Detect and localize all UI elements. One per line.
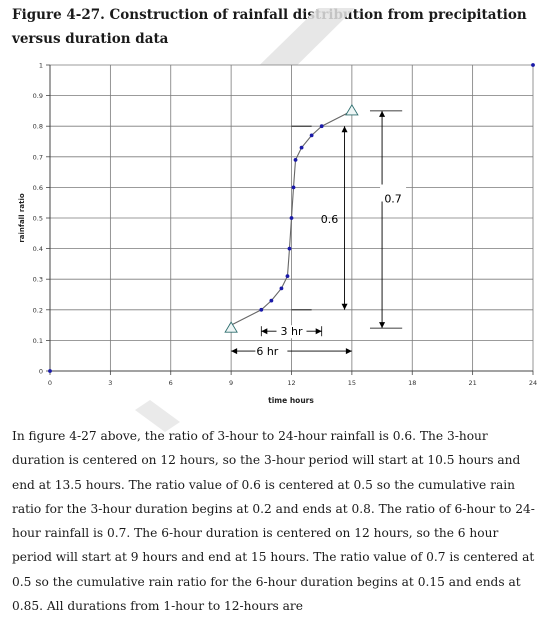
data-point [287,246,292,251]
ratio-06-arrow-down [341,303,348,310]
ratio-07-label: 0.7 [384,193,402,206]
rainfall-chart: 0 0.1 0.2 0.3 0.4 0.5 0.6 0.7 0.8 0.9 1 0 3 6 9 12 15 18 2… [18,62,537,406]
x-tick-label: 3 [108,379,112,387]
duration-6hr-arrow-right [345,348,352,355]
y-tick-label: 0.6 [33,184,43,192]
duration-3hr-label: 3 hr [281,325,303,338]
data-point [269,298,274,303]
data-point [319,124,324,129]
data-point [293,157,298,162]
x-tick-label: 0 [48,379,52,387]
data-point [309,133,314,138]
x-tick-label: 9 [229,379,233,387]
y-axis-label: rainfall ratio [18,193,26,242]
y-tick-label: 0.9 [33,92,43,100]
triangle-marker [224,321,238,333]
ratio-06-label: 0.6 [321,213,339,226]
y-tick-label: 0.7 [33,153,43,161]
ratio-07-arrow-down [379,322,386,329]
x-tick-label: 12 [287,379,295,387]
y-tick-label: 0.8 [33,123,43,131]
y-tick-label: 0 [39,368,43,376]
x-tick-label: 6 [169,379,173,387]
figure-title: Figure 4-27. Construction of rainfall di… [12,7,527,47]
duration-3hr-arrow-left [261,328,268,335]
duration-3hr-arrow-right [315,328,322,335]
data-point [531,63,535,67]
duration-6hr-label: 6 hr [256,345,278,358]
axes: 0 0.1 0.2 0.3 0.4 0.5 0.6 0.7 0.8 0.9 1 0 3 6 9 12 15 18 2… [33,62,537,388]
ratio-06-arrow-up [341,126,348,133]
data-point [259,307,264,312]
y-tick-label: 0.4 [33,245,43,253]
duration-6hr-arrow-left [231,348,238,355]
y-tick-label: 0.3 [33,276,43,284]
data-point [291,185,296,190]
x-tick-label: 18 [408,379,416,387]
x-tick-label: 21 [468,379,476,387]
data-point [285,274,290,279]
duration-3hr-label-bg [276,325,307,339]
duration-6hr-label-bg [255,345,288,359]
y-tick-label: 0.5 [33,215,43,223]
data-point [48,369,52,373]
body-paragraph: In figure 4-27 above, the ratio of 3-hou… [12,429,535,614]
y-tick-label: 0.1 [33,337,43,345]
ratio-07-arrow-up [379,110,386,117]
x-axis-label: time hours [268,396,314,405]
data-point [279,286,284,291]
y-tick-label: 0.2 [33,306,43,314]
triangle-marker [345,104,359,116]
x-tick-label: 15 [348,379,356,387]
y-tick-label: 1 [39,62,43,70]
data-point [289,216,294,220]
annotations: 0.6 0.7 3 hr6 hr [224,104,407,359]
x-tick-label: 24 [529,379,537,387]
ratio-07-label-bg [380,184,407,202]
data-point [299,145,304,150]
